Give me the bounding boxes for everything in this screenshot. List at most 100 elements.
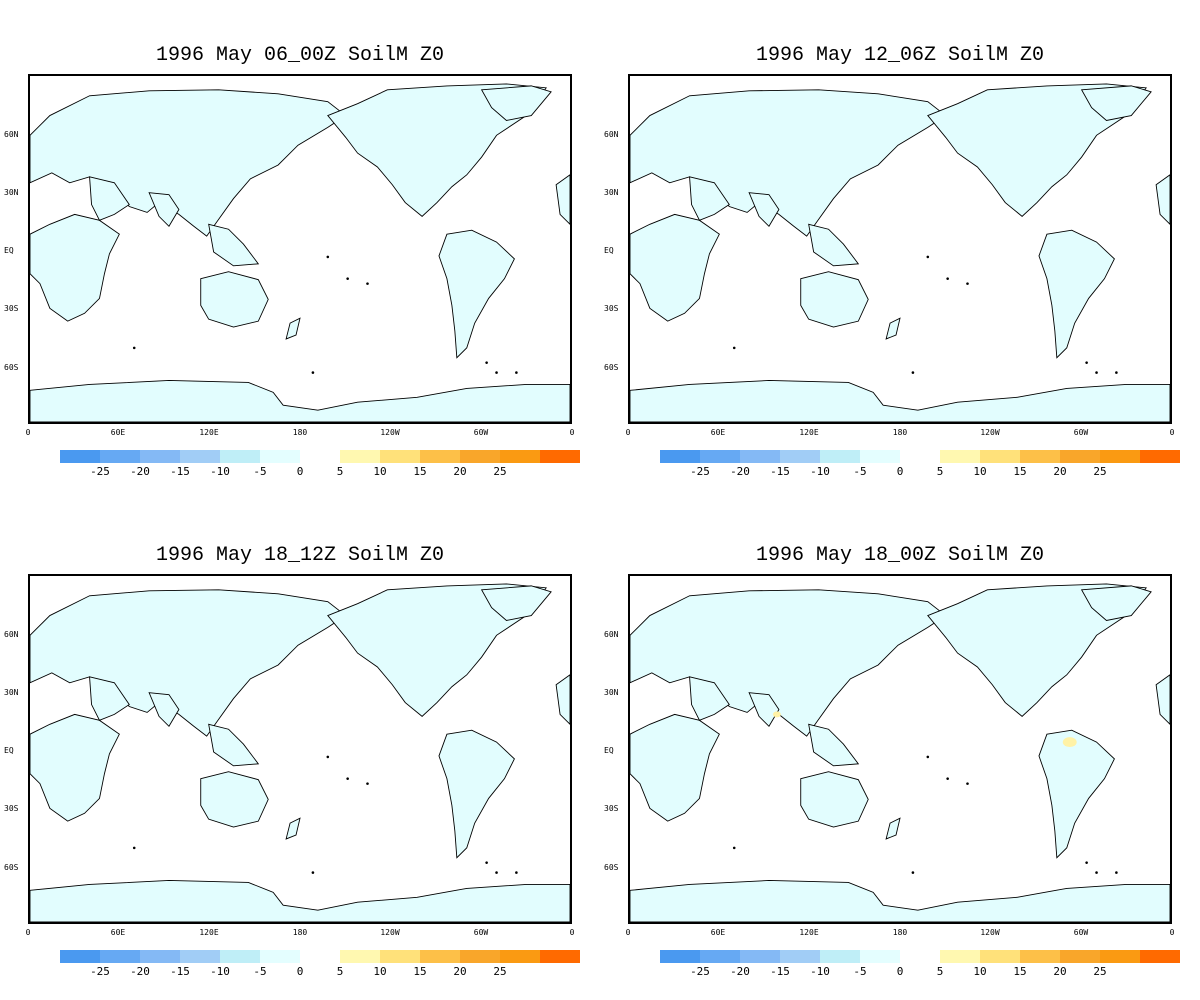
colorbar-label: 5: [936, 965, 944, 978]
colorbar-swatch-positive: [380, 450, 420, 463]
colorbar-label: 20: [1053, 965, 1067, 978]
land-region: [148, 692, 180, 727]
colorbar-label: -10: [210, 465, 230, 478]
colorbar-swatch-negative: [660, 950, 700, 963]
colorbar-swatch-positive: [420, 450, 460, 463]
island-mark: [911, 871, 915, 874]
colorbar-label: -15: [770, 465, 790, 478]
colorbar-label: -15: [770, 965, 790, 978]
colorbar-swatch-positive: [500, 450, 540, 463]
colorbar-label: 10: [973, 465, 987, 478]
colorbar-label: 10: [973, 965, 987, 978]
colorbar-label: -25: [690, 465, 710, 478]
lat-tick-label: 30S: [604, 804, 619, 813]
colorbar-label: -10: [210, 965, 230, 978]
map-panel: 1996 May 18_12Z SoilM Z0 60N 30N EQ 30S 60S 0 6…: [0, 500, 600, 1000]
land-region: [438, 729, 515, 859]
colorbar-swatch-negative: [860, 950, 900, 963]
lon-tick-label: 0: [25, 428, 31, 437]
land-region: [30, 213, 120, 322]
colorbar-swatch-negative: [180, 450, 220, 463]
colorbar-swatch-negative: [220, 450, 260, 463]
land-region: [285, 817, 301, 840]
colorbar-swatch-positive: [1020, 450, 1060, 463]
lat-tick-label: 60N: [4, 630, 19, 639]
colorbar-swatch-positive: [540, 950, 580, 963]
colorbar-swatch-positive: [340, 450, 380, 463]
map-frame: [28, 574, 572, 924]
island-mark: [346, 777, 349, 780]
land-region: [808, 723, 860, 767]
lat-tick-label: 60N: [4, 130, 19, 139]
island-mark: [732, 346, 736, 350]
land-region: [89, 176, 130, 221]
lat-tick-label: 30S: [604, 304, 619, 313]
lat-tick-label: EQ: [604, 246, 614, 255]
lat-tick-label: 30N: [604, 188, 619, 197]
island-mark: [311, 371, 315, 374]
island-mark: [132, 346, 136, 350]
land-region: [30, 380, 570, 422]
colorbar-swatch-negative: [740, 450, 780, 463]
colorbar-label: 20: [453, 465, 467, 478]
lon-tick-label: 60W: [473, 928, 489, 937]
land-region: [30, 713, 120, 822]
colorbar-label: -25: [90, 965, 110, 978]
colorbar-swatch-positive: [460, 450, 500, 463]
land-region: [327, 583, 547, 717]
land-region: [200, 271, 269, 328]
lon-tick-label: 0: [1169, 428, 1175, 437]
colorbar-label: 25: [493, 965, 507, 978]
island-mark: [966, 782, 969, 785]
colorbar-label: -20: [730, 465, 750, 478]
panel-title: 1996 May 18_00Z SoilM Z0: [755, 544, 1045, 567]
lon-tick-label: 180: [892, 928, 908, 937]
map-panel: 1996 May 12_06Z SoilM Z0 60N 30N EQ 30S 60S 0 6…: [600, 0, 1200, 500]
colorbar-swatch-negative: [180, 950, 220, 963]
land-region: [285, 317, 301, 340]
anomaly-spot-south-america: [1062, 737, 1077, 748]
lon-tick-label: 60W: [1073, 928, 1089, 937]
colorbar-swatch-positive: [980, 950, 1020, 963]
land-region: [1155, 674, 1170, 725]
lon-tick-label: 0: [569, 928, 575, 937]
colorbar-swatch-positive: [1020, 950, 1060, 963]
colorbar-swatch-positive: [940, 450, 980, 463]
colorbar-label: -10: [810, 965, 830, 978]
lon-tick-label: 120W: [380, 928, 400, 937]
colorbar-label: 0: [296, 465, 304, 478]
lat-tick-label: 60S: [4, 363, 19, 372]
colorbar-label: -20: [130, 465, 150, 478]
lon-tick-label: 0: [1169, 928, 1175, 937]
map-panel: 1996 May 18_00Z SoilM Z0 60N 30N EQ 30S 60S 0 6…: [600, 500, 1200, 1000]
world-map: [30, 583, 570, 922]
lat-tick-label: 30N: [4, 688, 19, 697]
land-region: [555, 174, 570, 225]
colorbar-swatch-positive: [1060, 950, 1100, 963]
colorbar-label: 25: [1093, 465, 1107, 478]
land-region: [480, 585, 552, 621]
colorbar-label: 10: [373, 465, 387, 478]
colorbar-label: 25: [493, 465, 507, 478]
land-region: [1038, 729, 1115, 859]
lat-tick-label: EQ: [4, 746, 14, 755]
island-mark: [1085, 861, 1088, 864]
colorbar-swatch-positive: [340, 950, 380, 963]
colorbar-swatch-negative: [860, 450, 900, 463]
island-mark: [515, 371, 518, 374]
colorbar-label: 5: [336, 465, 344, 478]
lon-tick-label: 120W: [980, 428, 1000, 437]
island-mark: [485, 361, 488, 364]
lat-tick-label: 60S: [4, 863, 19, 872]
land-region: [885, 317, 901, 340]
map-frame: [628, 574, 1172, 924]
island-mark: [311, 871, 315, 874]
island-mark: [326, 755, 330, 759]
anomaly-spot-asia: [772, 711, 781, 718]
colorbar-swatch-negative: [60, 450, 100, 463]
colorbar-swatch-positive: [1100, 950, 1140, 963]
land-region: [927, 83, 1147, 217]
land-region: [748, 192, 780, 227]
world-map: [30, 83, 570, 422]
lon-tick-label: 60E: [110, 928, 126, 937]
